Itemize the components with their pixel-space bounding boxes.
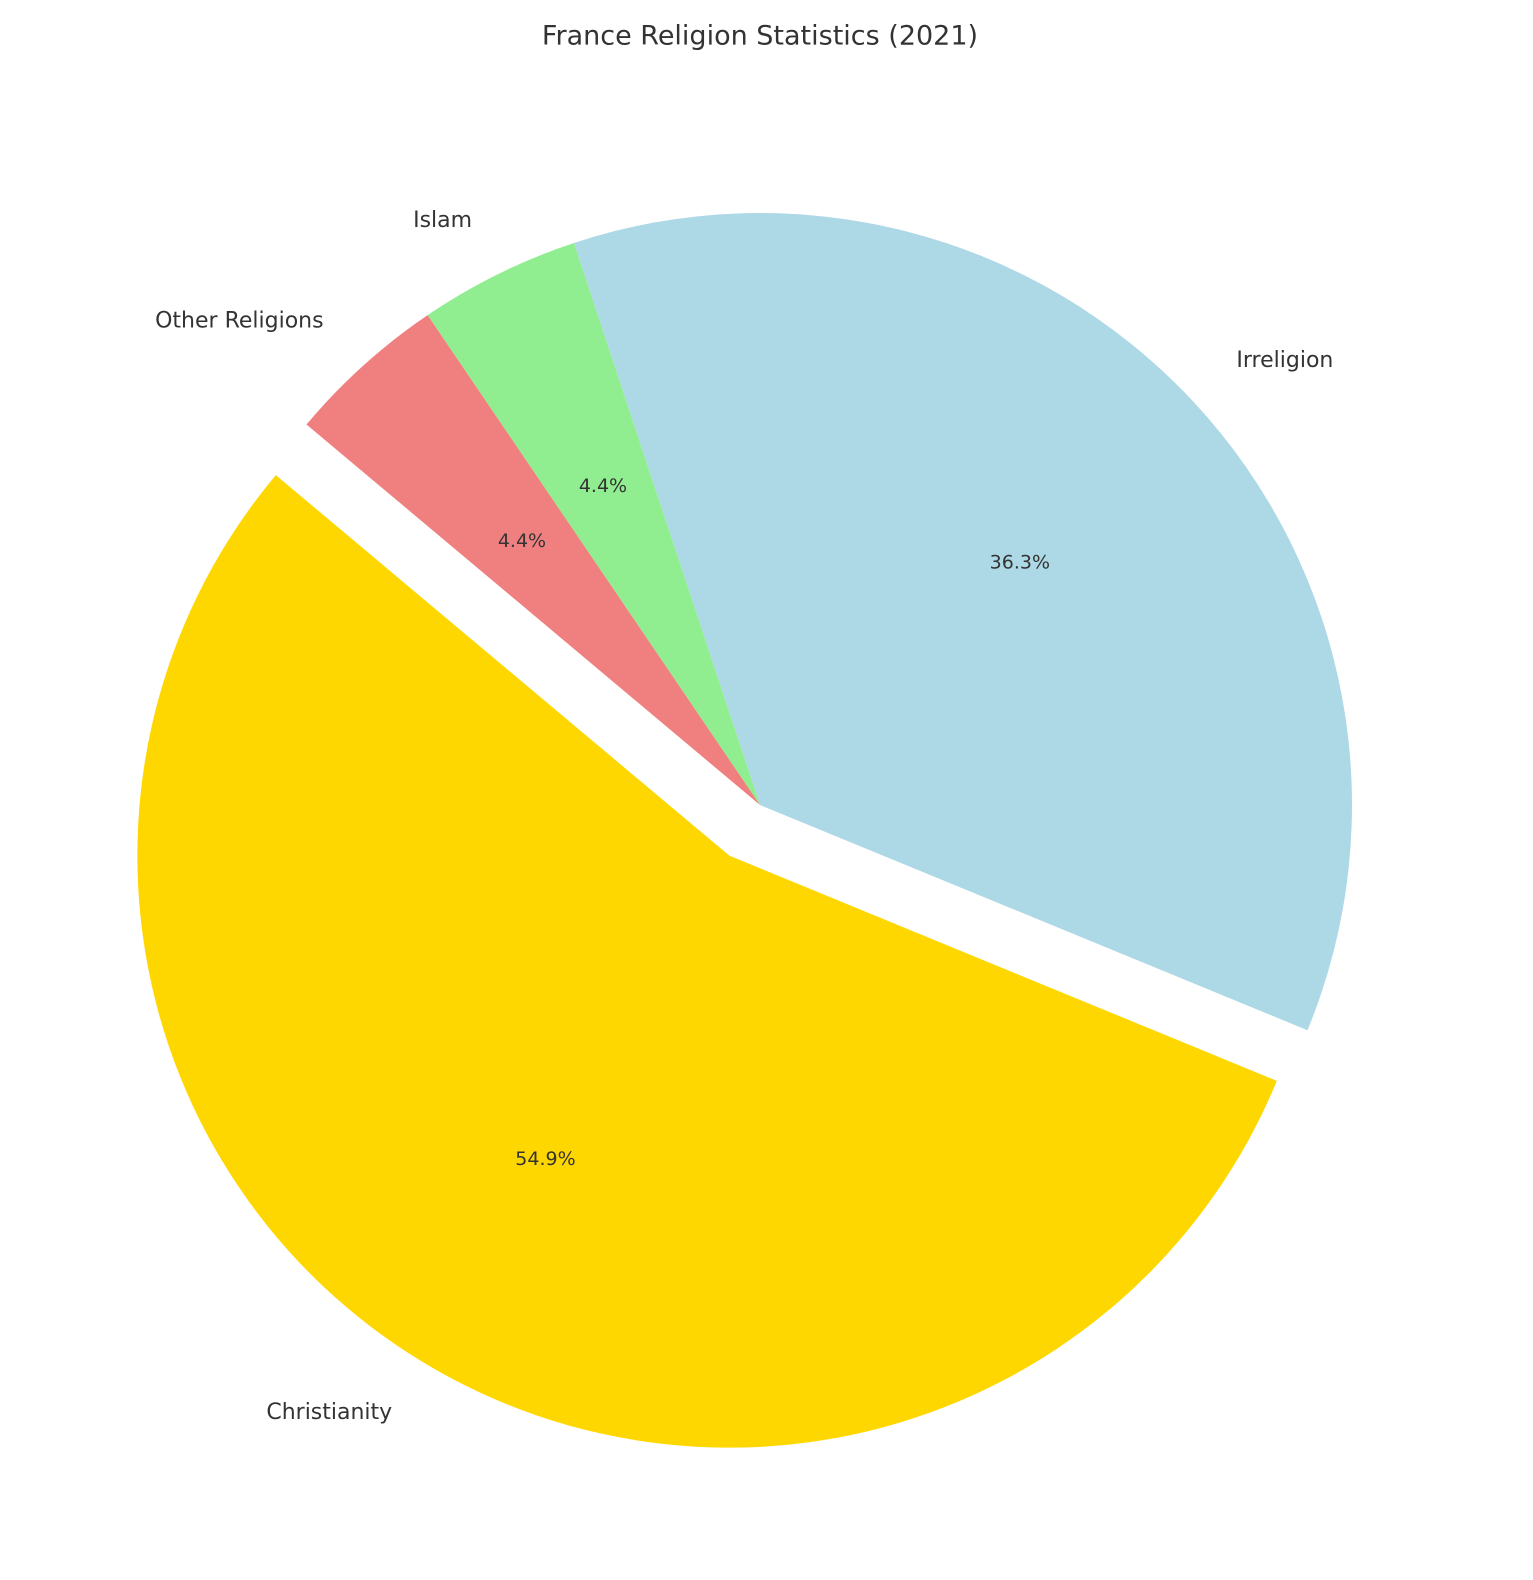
pie-slice: [137, 475, 1277, 1448]
slice-label: Christianity: [266, 1400, 392, 1425]
chart-title: France Religion Statistics (2021): [542, 21, 978, 52]
value-label: 54.9%: [515, 1148, 575, 1170]
value-label: 4.4%: [579, 475, 627, 497]
pie-slice: [573, 213, 1353, 1031]
slice-label: Other Religions: [155, 309, 323, 334]
value-label: 4.4%: [498, 530, 546, 552]
slice-label: Irreligion: [1236, 348, 1333, 373]
slice-label: Islam: [413, 208, 472, 233]
value-label: 36.3%: [990, 551, 1050, 573]
pie-slice: [306, 315, 760, 805]
pie-slice: [427, 243, 760, 806]
